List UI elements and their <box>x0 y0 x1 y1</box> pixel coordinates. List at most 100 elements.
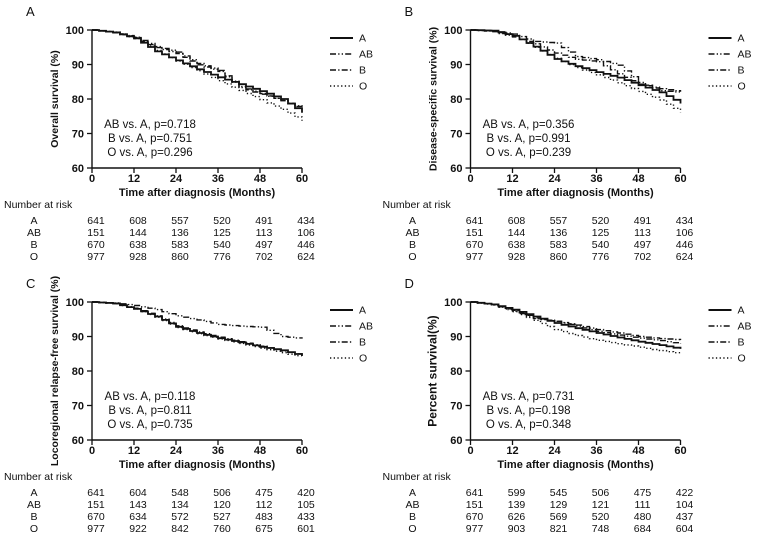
risk-value: 143 <box>129 499 147 511</box>
panel-letter: D <box>405 276 414 291</box>
y-tick-label: 60 <box>72 435 84 447</box>
survival-curve-A <box>470 29 682 104</box>
risk-value: 675 <box>255 523 273 535</box>
legend-label-O: O <box>738 81 746 93</box>
risk-row-label-A: A <box>30 487 37 499</box>
y-axis-label: Locoregional relapse-free survival (%) <box>49 276 61 466</box>
legend-label-A: A <box>738 33 745 45</box>
pvalue-annotation: AB vs. A, p=0.118 <box>105 391 196 403</box>
legend-label-B: B <box>359 337 366 349</box>
risk-value: 760 <box>213 523 231 535</box>
legend-label-A: A <box>359 33 366 45</box>
x-tick-label: 24 <box>170 445 183 457</box>
risk-value: 491 <box>634 215 652 227</box>
legend-label-AB: AB <box>359 321 373 333</box>
y-tick-label: 80 <box>72 366 84 378</box>
x-tick-label: 60 <box>296 173 308 185</box>
risk-value: 977 <box>87 251 105 263</box>
risk-row-label-O: O <box>408 523 416 535</box>
x-tick-label: 0 <box>89 173 95 185</box>
legend-label-O: O <box>359 353 367 365</box>
risk-value: 572 <box>171 511 189 523</box>
risk-value: 121 <box>592 499 610 511</box>
risk-value: 684 <box>634 523 652 535</box>
risk-value: 139 <box>508 499 526 511</box>
risk-value: 480 <box>634 511 652 523</box>
x-tick-label: 36 <box>212 173 224 185</box>
y-tick-label: 100 <box>444 25 462 37</box>
risk-value: 583 <box>171 239 189 251</box>
risk-value: 144 <box>129 227 147 239</box>
pvalue-annotation: B vs. A, p=0.811 <box>108 405 191 417</box>
risk-value: 624 <box>297 251 315 263</box>
risk-value: 903 <box>508 523 526 535</box>
panel-percent-survival: D 60 70 80 90 100 0 12 24 36 48 60 Percent survival(… <box>378 272 757 544</box>
x-axis-label: Time after diagnosis (Months) <box>497 459 654 471</box>
pvalue-annotation: O vs. A, p=0.735 <box>107 419 192 431</box>
risk-value: 151 <box>466 499 484 511</box>
x-tick-label: 0 <box>89 445 95 457</box>
risk-value: 540 <box>213 239 231 251</box>
legend-label-AB: AB <box>738 49 752 61</box>
y-tick-label: 100 <box>66 297 84 309</box>
risk-value: 446 <box>297 239 315 251</box>
risk-value: 151 <box>466 227 484 239</box>
risk-value: 624 <box>676 251 694 263</box>
risk-value: 638 <box>508 239 526 251</box>
risk-value: 670 <box>87 239 105 251</box>
risk-value: 776 <box>213 251 231 263</box>
risk-value: 601 <box>297 523 315 535</box>
y-tick-label: 70 <box>450 128 462 140</box>
risk-value: 144 <box>508 227 526 239</box>
risk-value: 634 <box>129 511 147 523</box>
km-chart-B: B 60 70 80 90 100 0 12 24 36 48 60 Disease-specific … <box>383 4 752 263</box>
km-chart-D: D 60 70 80 90 100 0 12 24 36 48 60 Percent survival(… <box>383 276 752 535</box>
pvalue-annotation: O vs. A, p=0.348 <box>486 419 571 431</box>
x-axis-label: Time after diagnosis (Months) <box>497 187 654 199</box>
y-tick-label: 90 <box>450 59 462 71</box>
risk-value: 928 <box>508 251 526 263</box>
risk-value: 112 <box>256 499 273 511</box>
risk-value: 569 <box>550 511 568 523</box>
risk-value: 928 <box>129 251 147 263</box>
risk-value: 483 <box>255 511 273 523</box>
x-tick-label: 48 <box>632 445 644 457</box>
risk-value: 583 <box>550 239 568 251</box>
y-tick-label: 100 <box>66 25 84 37</box>
risk-value: 113 <box>256 227 273 239</box>
risk-value: 434 <box>676 215 694 227</box>
risk-value: 151 <box>87 499 105 511</box>
risk-value: 608 <box>129 215 147 227</box>
y-tick-label: 70 <box>72 400 84 412</box>
pvalue-annotation: O vs. A, p=0.296 <box>107 147 192 159</box>
risk-row-label-O: O <box>30 523 38 535</box>
risk-row-label-B: B <box>30 511 37 523</box>
survival-curve-O <box>92 29 303 121</box>
x-tick-label: 60 <box>674 445 686 457</box>
x-tick-label: 0 <box>467 173 473 185</box>
panel-locoregional-relapse-free-survival: C 60 70 80 90 100 0 12 24 36 48 60 Locoregional rela… <box>0 272 378 544</box>
risk-value: 104 <box>676 499 694 511</box>
risk-row-label-AB: AB <box>405 499 419 511</box>
risk-value: 604 <box>129 487 147 499</box>
y-tick-label: 60 <box>450 435 462 447</box>
x-tick-label: 12 <box>506 173 518 185</box>
risk-value: 860 <box>171 251 189 263</box>
risk-value: 557 <box>171 215 189 227</box>
risk-value: 125 <box>213 227 231 239</box>
risk-value: 506 <box>213 487 231 499</box>
legend-label-A: A <box>359 305 366 317</box>
y-axis-label: Overall survival (%) <box>49 50 61 147</box>
x-tick-label: 60 <box>674 173 686 185</box>
pvalue-annotation: O vs. A, p=0.239 <box>486 147 571 159</box>
x-tick-label: 0 <box>467 445 473 457</box>
risk-row-label-B: B <box>30 239 37 251</box>
risk-value: 105 <box>297 499 315 511</box>
pvalue-annotation: AB vs. A, p=0.718 <box>104 119 196 131</box>
risk-value: 120 <box>213 499 231 511</box>
y-axis-label: Percent survival(%) <box>426 315 440 426</box>
risk-value: 641 <box>87 215 105 227</box>
pvalue-annotation: AB vs. A, p=0.356 <box>483 119 575 131</box>
risk-value: 433 <box>297 511 315 523</box>
